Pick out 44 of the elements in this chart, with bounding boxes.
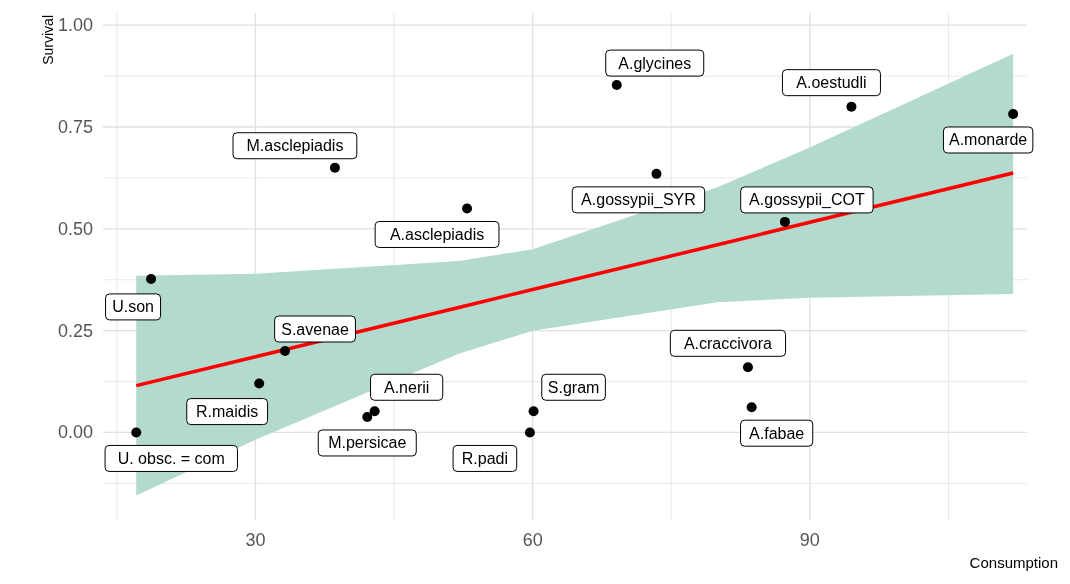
annotation: R.maidis (196, 403, 259, 421)
annotation: M.persicae (328, 434, 407, 452)
point (462, 203, 473, 214)
y-tick-label: 0.25 (57, 320, 93, 341)
y-tick-label: 1.00 (57, 15, 93, 36)
x-tick-label: 90 (799, 530, 820, 550)
annotation: U. obsc. = com (117, 449, 225, 467)
point (651, 168, 662, 179)
point (1008, 108, 1019, 119)
point (742, 362, 753, 373)
point (146, 273, 157, 284)
y-tick-label: 0.75 (57, 117, 93, 138)
annotation: A.gossypii_SYR (581, 191, 696, 210)
annotation: A.fabae (749, 424, 805, 442)
point (528, 406, 539, 417)
annotation: A.oestudli (796, 74, 867, 92)
point (131, 427, 142, 438)
y-tick-label: 0.50 (57, 218, 93, 239)
point (362, 411, 373, 422)
annotation: A.glycines (618, 54, 692, 72)
y-tick-label: 0.00 (57, 422, 93, 443)
point (254, 378, 265, 389)
x-axis-title: Consumption (969, 554, 1058, 571)
annotation: A.asclepiadis (389, 225, 485, 243)
point (611, 80, 622, 91)
annotation: A.gossypii_COT (749, 191, 865, 210)
point (369, 406, 380, 417)
annotation: A.craccivora (683, 334, 773, 352)
point (329, 162, 340, 173)
x-tick-label: 30 (245, 530, 266, 550)
annotation: S.avenae (281, 320, 349, 338)
point (779, 216, 790, 227)
annotation: U.son (112, 298, 154, 316)
point (524, 427, 535, 438)
point (846, 101, 857, 112)
annotation: R.padi (461, 449, 509, 467)
y-axis-title: Survival (40, 15, 56, 65)
annotation: A.nerii (383, 378, 430, 396)
x-tick-label: 60 (522, 530, 543, 550)
point (746, 402, 757, 413)
annotation: A.monarde (949, 131, 1028, 149)
annotation: M.asclepiadis (246, 137, 344, 155)
annotation: S.gram (547, 378, 600, 396)
point (280, 346, 291, 356)
